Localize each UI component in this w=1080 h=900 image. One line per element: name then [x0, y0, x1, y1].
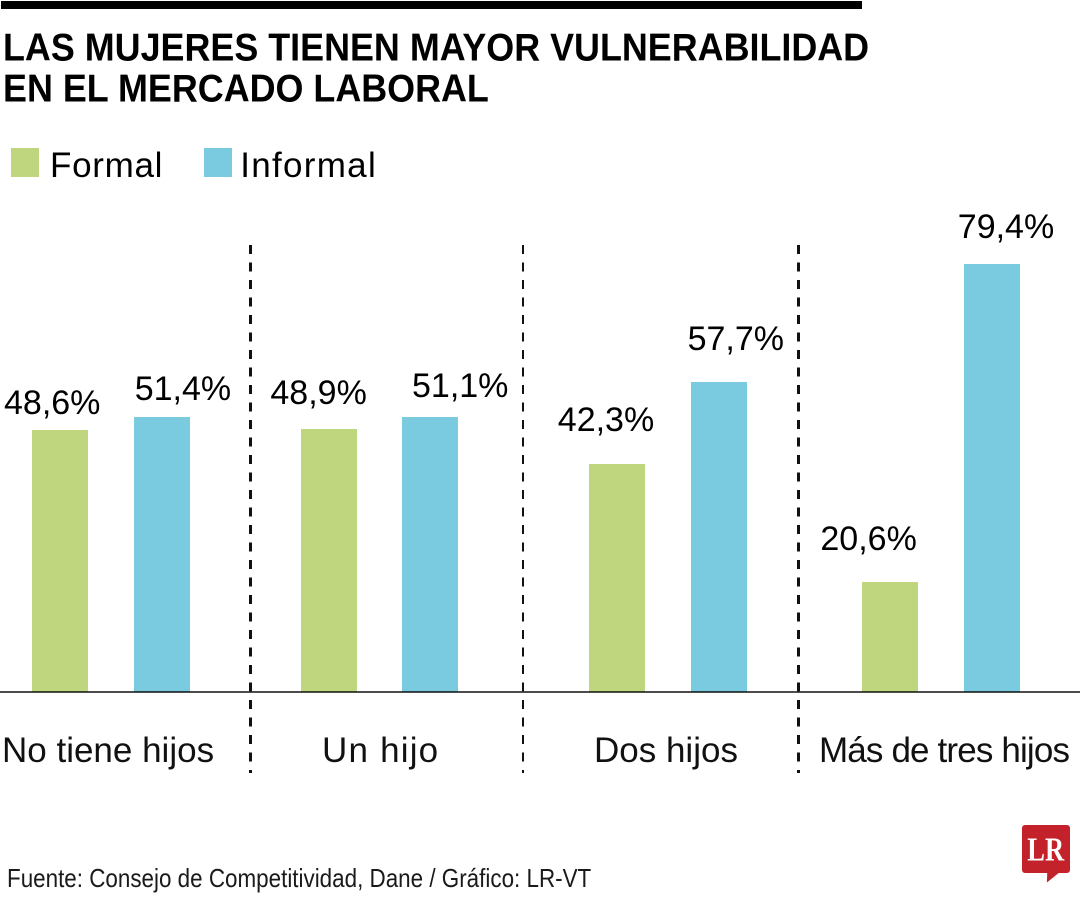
svg-text:LR: LR	[1027, 830, 1065, 868]
